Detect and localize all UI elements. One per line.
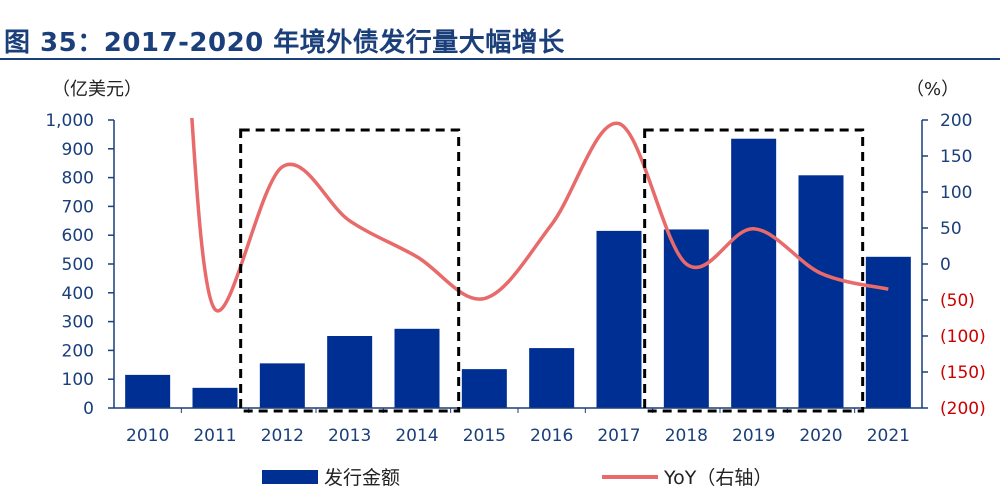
bar-2013 bbox=[327, 336, 373, 408]
x-tick-label: 2014 bbox=[395, 426, 438, 446]
bar-2012 bbox=[259, 363, 305, 408]
x-tick-label: 2012 bbox=[261, 426, 304, 446]
right-tick-label: 50 bbox=[940, 219, 962, 239]
left-tick-label: 800 bbox=[62, 169, 94, 189]
bar-2021 bbox=[865, 256, 911, 408]
x-tick-label: 2019 bbox=[732, 426, 775, 446]
bar-2015 bbox=[461, 369, 507, 408]
right-tick-label: (200) bbox=[940, 399, 986, 419]
right-axis-unit: （%） bbox=[906, 79, 960, 100]
chart-title: 图 35：2017-2020 年境外债发行量大幅增长 bbox=[4, 28, 565, 58]
left-tick-label: 600 bbox=[62, 226, 94, 246]
x-tick-label: 2018 bbox=[665, 426, 708, 446]
left-tick-label: 1,000 bbox=[45, 111, 94, 131]
x-tick-label: 2015 bbox=[463, 426, 506, 446]
legend-line-entry: YoY（右轴） bbox=[602, 463, 772, 490]
bar-2010 bbox=[125, 374, 171, 408]
right-tick-label: (150) bbox=[940, 363, 986, 383]
x-tick-label: 2017 bbox=[597, 426, 640, 446]
left-tick-label: 700 bbox=[62, 197, 94, 217]
right-tick-label: 100 bbox=[940, 183, 972, 203]
bar-2018 bbox=[663, 229, 709, 408]
yoy-line bbox=[190, 118, 889, 313]
right-tick-label: 200 bbox=[940, 111, 972, 131]
left-tick-label: 0 bbox=[83, 399, 94, 419]
legend-line-label: YoY（右轴） bbox=[664, 467, 773, 489]
bar-2019 bbox=[731, 138, 777, 408]
title-rule bbox=[0, 58, 1000, 60]
highlight-box-2 bbox=[643, 128, 865, 413]
legend-bar-entry: 发行金额 bbox=[262, 463, 400, 490]
left-tick-label: 200 bbox=[62, 341, 94, 361]
left-tick-label: 300 bbox=[62, 313, 94, 333]
legend-bar-swatch bbox=[262, 469, 318, 484]
bar-2016 bbox=[529, 348, 575, 408]
right-tick-label: 0 bbox=[940, 255, 951, 275]
x-tick-label: 2016 bbox=[530, 426, 573, 446]
highlight-box-1 bbox=[239, 128, 461, 413]
x-tick-label: 2021 bbox=[867, 426, 910, 446]
right-tick-label: 150 bbox=[940, 147, 972, 167]
legend-line-swatch bbox=[602, 474, 658, 479]
left-axis-unit: （亿美元） bbox=[52, 79, 142, 100]
x-tick-label: 2020 bbox=[799, 426, 842, 446]
legend-bar-label: 发行金额 bbox=[324, 467, 401, 489]
x-tick-label: 2010 bbox=[126, 426, 169, 446]
right-tick-label: (50) bbox=[940, 291, 975, 311]
bar-2020 bbox=[798, 175, 844, 408]
left-tick-label: 900 bbox=[62, 140, 94, 160]
bar-2014 bbox=[394, 328, 440, 408]
x-tick-label: 2013 bbox=[328, 426, 371, 446]
bar-2017 bbox=[596, 230, 642, 408]
x-tick-label: 2011 bbox=[193, 426, 236, 446]
left-tick-label: 500 bbox=[62, 255, 94, 275]
bar-2011 bbox=[192, 387, 238, 408]
right-tick-label: (100) bbox=[940, 327, 986, 347]
left-tick-label: 400 bbox=[62, 284, 94, 304]
left-tick-label: 100 bbox=[62, 370, 94, 390]
